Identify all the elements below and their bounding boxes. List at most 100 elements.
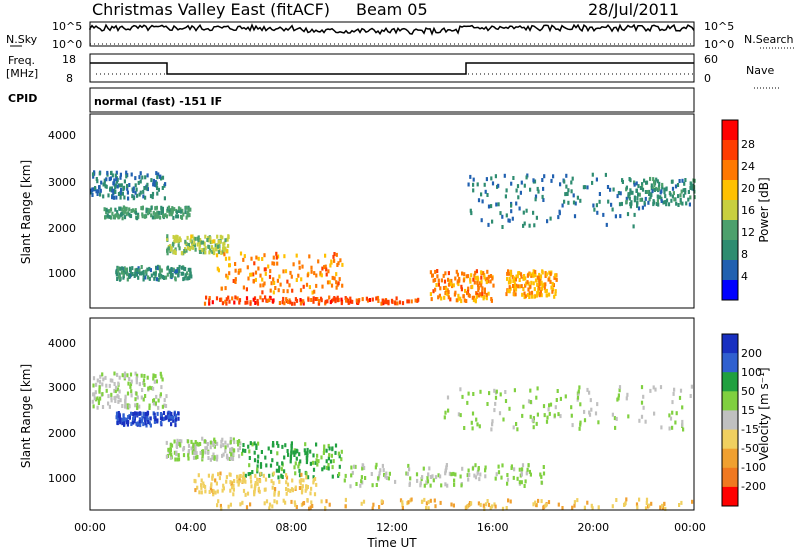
power-cell-8-14 bbox=[532, 210, 535, 215]
power-cell-5-60 bbox=[231, 296, 234, 301]
velocity-cell-3-26 bbox=[306, 447, 309, 452]
velocity-cell-0-79 bbox=[114, 389, 117, 394]
velocity-cell-4-71 bbox=[196, 485, 199, 490]
power-cell-4-136 bbox=[330, 283, 334, 288]
velocity-cell-5-117 bbox=[446, 483, 449, 488]
power-cell-1-115 bbox=[151, 215, 154, 220]
velocity-cell-7-36 bbox=[570, 405, 573, 410]
power-cell-6-83 bbox=[463, 272, 466, 277]
power-cell-5-56 bbox=[336, 298, 339, 303]
power-cell-8-5 bbox=[571, 176, 574, 181]
velocity-cell-7-117 bbox=[532, 425, 535, 430]
power-cell-7-40 bbox=[552, 283, 555, 288]
velocity-cell-3-45 bbox=[293, 448, 296, 453]
velocity-cell-1-46 bbox=[135, 421, 138, 426]
power-cell-5-113 bbox=[375, 296, 378, 301]
velocity-cell-2-115 bbox=[216, 454, 219, 459]
power-cell-1-56 bbox=[116, 210, 119, 215]
velocity-cell-4-87 bbox=[298, 486, 301, 490]
velocity-cell-7-1 bbox=[613, 416, 616, 421]
power-cell-0-3 bbox=[107, 193, 110, 198]
velocity-cell-7-34 bbox=[521, 413, 524, 418]
power-cell-7-121 bbox=[535, 293, 538, 298]
velocity-tick-50: 50 bbox=[741, 385, 755, 398]
velocity-cell-5-0 bbox=[525, 471, 528, 476]
power-cell-4-106 bbox=[333, 276, 336, 281]
power-cell-4-32 bbox=[337, 281, 340, 286]
power-cell-5-76 bbox=[205, 295, 208, 300]
power-cell-7-137 bbox=[520, 274, 523, 279]
power-cell-0-52 bbox=[134, 176, 137, 181]
power-cell-4-67 bbox=[275, 251, 278, 256]
velocity-cell-3-121 bbox=[257, 454, 260, 459]
velocity-cell-0-41 bbox=[143, 382, 146, 387]
velocity-cell-2-124 bbox=[231, 446, 234, 451]
velocity-cell-3-129 bbox=[305, 456, 308, 460]
power-cell-7-119 bbox=[548, 270, 551, 275]
power-cell-4-125 bbox=[290, 274, 293, 279]
power-cell-0-57 bbox=[114, 185, 117, 190]
power-cell-0-84 bbox=[96, 179, 99, 184]
velocity-cell-1-50 bbox=[117, 413, 120, 418]
velocity-cell-7-106 bbox=[564, 394, 567, 399]
velocity-cell-3-126 bbox=[259, 462, 263, 467]
velocity-cell-5-87 bbox=[521, 467, 524, 472]
power-cell-0-122 bbox=[132, 186, 135, 191]
velocity-cell-4-38 bbox=[304, 488, 307, 493]
velocity-cell-6-125 bbox=[487, 502, 491, 507]
power-cell-8-47 bbox=[573, 214, 577, 219]
velocity-cell-1-86 bbox=[164, 415, 167, 420]
velocity-cell-6-96 bbox=[295, 505, 298, 509]
power-cell-9-139 bbox=[646, 190, 649, 194]
power-colorbar-swatch-6 bbox=[722, 240, 738, 261]
xtick-5: 20:00 bbox=[577, 521, 609, 534]
power-cell-4-30 bbox=[257, 266, 260, 271]
power-cell-9-119 bbox=[677, 194, 680, 199]
power-cell-0-17 bbox=[144, 175, 147, 180]
velocity-cell-3-42 bbox=[340, 457, 343, 462]
power-cell-9-13 bbox=[675, 201, 678, 206]
power-cell-5-71 bbox=[283, 301, 286, 306]
velocity-cell-1-137 bbox=[144, 411, 147, 416]
power-cell-3-105 bbox=[115, 270, 118, 275]
power-cell-6-115 bbox=[447, 295, 450, 300]
power-cell-0-15 bbox=[119, 191, 122, 195]
velocity-cell-3-124 bbox=[256, 467, 259, 472]
power-cell-4-29 bbox=[284, 269, 288, 274]
power-cell-2-63 bbox=[220, 250, 223, 255]
power-cell-8-6 bbox=[510, 209, 513, 214]
velocity-cell-7-115 bbox=[640, 385, 644, 390]
velocity-cell-7-62 bbox=[491, 419, 494, 424]
velocity-cell-4-50 bbox=[210, 482, 213, 487]
power-cell-6-60 bbox=[462, 278, 465, 283]
power-cell-5-72 bbox=[294, 297, 297, 302]
velocity-cell-2-51 bbox=[229, 436, 232, 441]
power-cell-8-137 bbox=[497, 183, 500, 188]
velocity-cell-5-28 bbox=[371, 483, 374, 488]
velocity-cell-5-115 bbox=[540, 474, 543, 479]
velocity-cell-2-74 bbox=[220, 439, 223, 444]
power-cell-1-130 bbox=[186, 210, 189, 215]
power-tick-12: 12 bbox=[741, 226, 755, 239]
velocity-cell-7-13 bbox=[642, 394, 645, 399]
xtick-6: 00:00 bbox=[674, 521, 706, 534]
x-axis: 00:00 04:00 08:00 12:00 16:00 20:00 00:0… bbox=[74, 521, 706, 534]
power-cell-3-112 bbox=[126, 272, 129, 277]
velocity-cell-4-33 bbox=[314, 477, 317, 481]
velocity-cell-3-100 bbox=[306, 453, 309, 458]
velocity-cell-7-66 bbox=[689, 394, 692, 398]
power-cell-6-116 bbox=[480, 275, 483, 280]
power-cell-1-29 bbox=[137, 212, 140, 217]
power-cell-8-0 bbox=[476, 182, 479, 187]
power-cell-9-123 bbox=[653, 179, 656, 184]
velocity-cell-3-136 bbox=[331, 474, 334, 479]
velocity-cell-3-88 bbox=[331, 446, 334, 451]
power-cell-0-14 bbox=[119, 175, 122, 180]
velocity-cell-3-27 bbox=[314, 460, 317, 465]
power-cell-1-75 bbox=[128, 207, 131, 212]
velocity-cell-0-60 bbox=[157, 398, 160, 403]
velocity-cell-7-52 bbox=[626, 392, 629, 397]
power-cell-6-52 bbox=[434, 287, 437, 292]
power-cell-4-129 bbox=[234, 280, 237, 284]
velocity-cell-0-81 bbox=[110, 392, 113, 397]
